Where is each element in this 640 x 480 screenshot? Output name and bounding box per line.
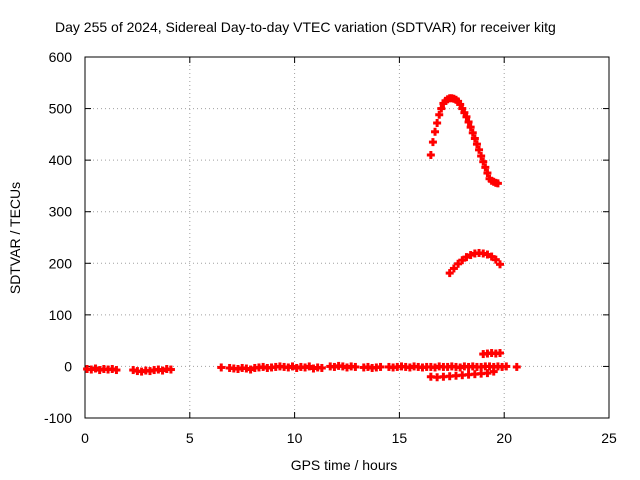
data-point [483,169,492,178]
x-tick-label: 15 [392,430,408,446]
x-tick-label: 0 [81,430,89,446]
x-axis-label: GPS time / hours [291,457,398,473]
data-point [462,112,471,121]
y-tick-label: 400 [49,152,73,168]
y-axis: -100 0 100 200 300 400 500 600 [44,49,609,426]
data-point [502,362,511,371]
data-point [433,119,442,128]
data-point [477,152,486,161]
data-point [246,365,255,374]
data-point [158,366,167,375]
data-point [466,251,475,260]
data-point [512,362,521,371]
y-tick-label: 300 [49,204,73,220]
data-point [458,256,467,265]
data-point [466,123,475,132]
y-tick-label: 600 [49,49,73,65]
data-point [496,260,505,269]
data-point [112,366,121,375]
y-tick-label: 0 [64,358,72,374]
y-tick-label: -100 [44,410,72,426]
plot-frame [84,56,610,419]
x-tick-label: 5 [186,430,194,446]
y-axis-label: SDTVAR / TECUs [7,182,23,294]
data-point [445,269,454,278]
data-point [317,363,326,372]
y-tick-label: 500 [49,101,73,117]
data-point [288,362,297,371]
data-point [493,179,502,188]
data-point [483,250,492,259]
x-tick-label: 25 [601,430,617,446]
data-point [483,369,492,378]
data-point [431,127,440,136]
data-point [470,134,479,143]
data-point [428,138,437,147]
data-point [351,362,360,371]
data-point [481,163,490,172]
data-point [437,104,446,113]
x-axis: 0 5 10 15 20 25 [81,57,617,446]
y-tick-label: 200 [49,255,73,271]
data-point [376,362,385,371]
data-point [464,117,473,126]
data-point [462,253,471,262]
data-points [83,94,521,382]
data-point [491,255,500,264]
data-point [468,128,477,137]
data-point [91,364,100,373]
data-point [475,145,484,154]
data-point [454,259,463,268]
grid [85,57,609,418]
data-point [449,264,458,273]
data-point [166,365,175,374]
data-point [305,362,314,371]
x-tick-label: 20 [496,430,512,446]
data-point [435,110,444,119]
data-point [479,157,488,166]
data-point [487,252,496,261]
x-tick-label: 10 [287,430,303,446]
data-point [489,367,498,376]
data-point [217,363,226,372]
y-tick-label: 100 [49,307,73,323]
data-point [496,349,505,358]
data-point [472,140,481,149]
chart-title: Day 255 of 2024, Sidereal Day-to-day VTE… [55,19,556,35]
data-point [426,150,435,159]
